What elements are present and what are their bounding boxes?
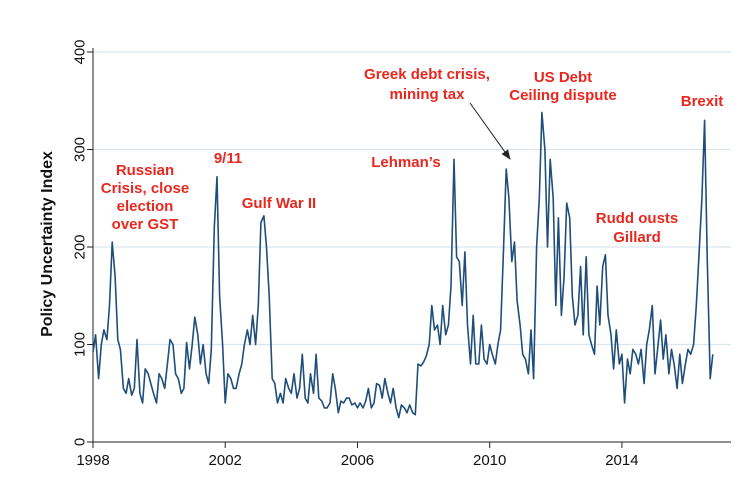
y-tick-label: 300 [71, 137, 88, 162]
annotation-label: Brexit [681, 93, 724, 110]
axes [92, 48, 731, 443]
series-group [92, 111, 714, 419]
ticks: 0 100 200 300 400 1998 2002 2006 2010 2014 [71, 39, 638, 469]
annotation-label: Rudd ousts Gillard [596, 210, 679, 246]
y-tick-label: 100 [71, 332, 88, 357]
x-tick-label: 2002 [209, 452, 242, 469]
y-axis-title: Policy Uncertainty Index [39, 151, 56, 337]
annotation-label: 9/11 [214, 150, 242, 167]
y-tick-label: 0 [71, 438, 88, 446]
annotation-label: US Debt Ceiling dispute [509, 69, 617, 104]
annotation-label: Lehman’s [371, 154, 440, 171]
annotations: Russian Crisis, close election over GST 9/11… [101, 66, 723, 246]
annotation-label: Gulf War II [242, 195, 316, 212]
x-tick-label: 2014 [605, 452, 638, 469]
annotation-arrow [469, 102, 511, 160]
series-line [92, 111, 714, 419]
annotation-label: Russian Crisis, close election over GST [101, 162, 189, 233]
y-tick-label: 200 [71, 234, 88, 259]
y-tick-label: 400 [71, 39, 88, 64]
annotation-label: Greek debt crisis, mining tax [364, 66, 490, 103]
x-tick-label: 2010 [473, 452, 506, 469]
x-tick-label: 1998 [76, 452, 109, 469]
x-tick-label: 2006 [341, 452, 374, 469]
grid-lines [93, 51, 731, 346]
